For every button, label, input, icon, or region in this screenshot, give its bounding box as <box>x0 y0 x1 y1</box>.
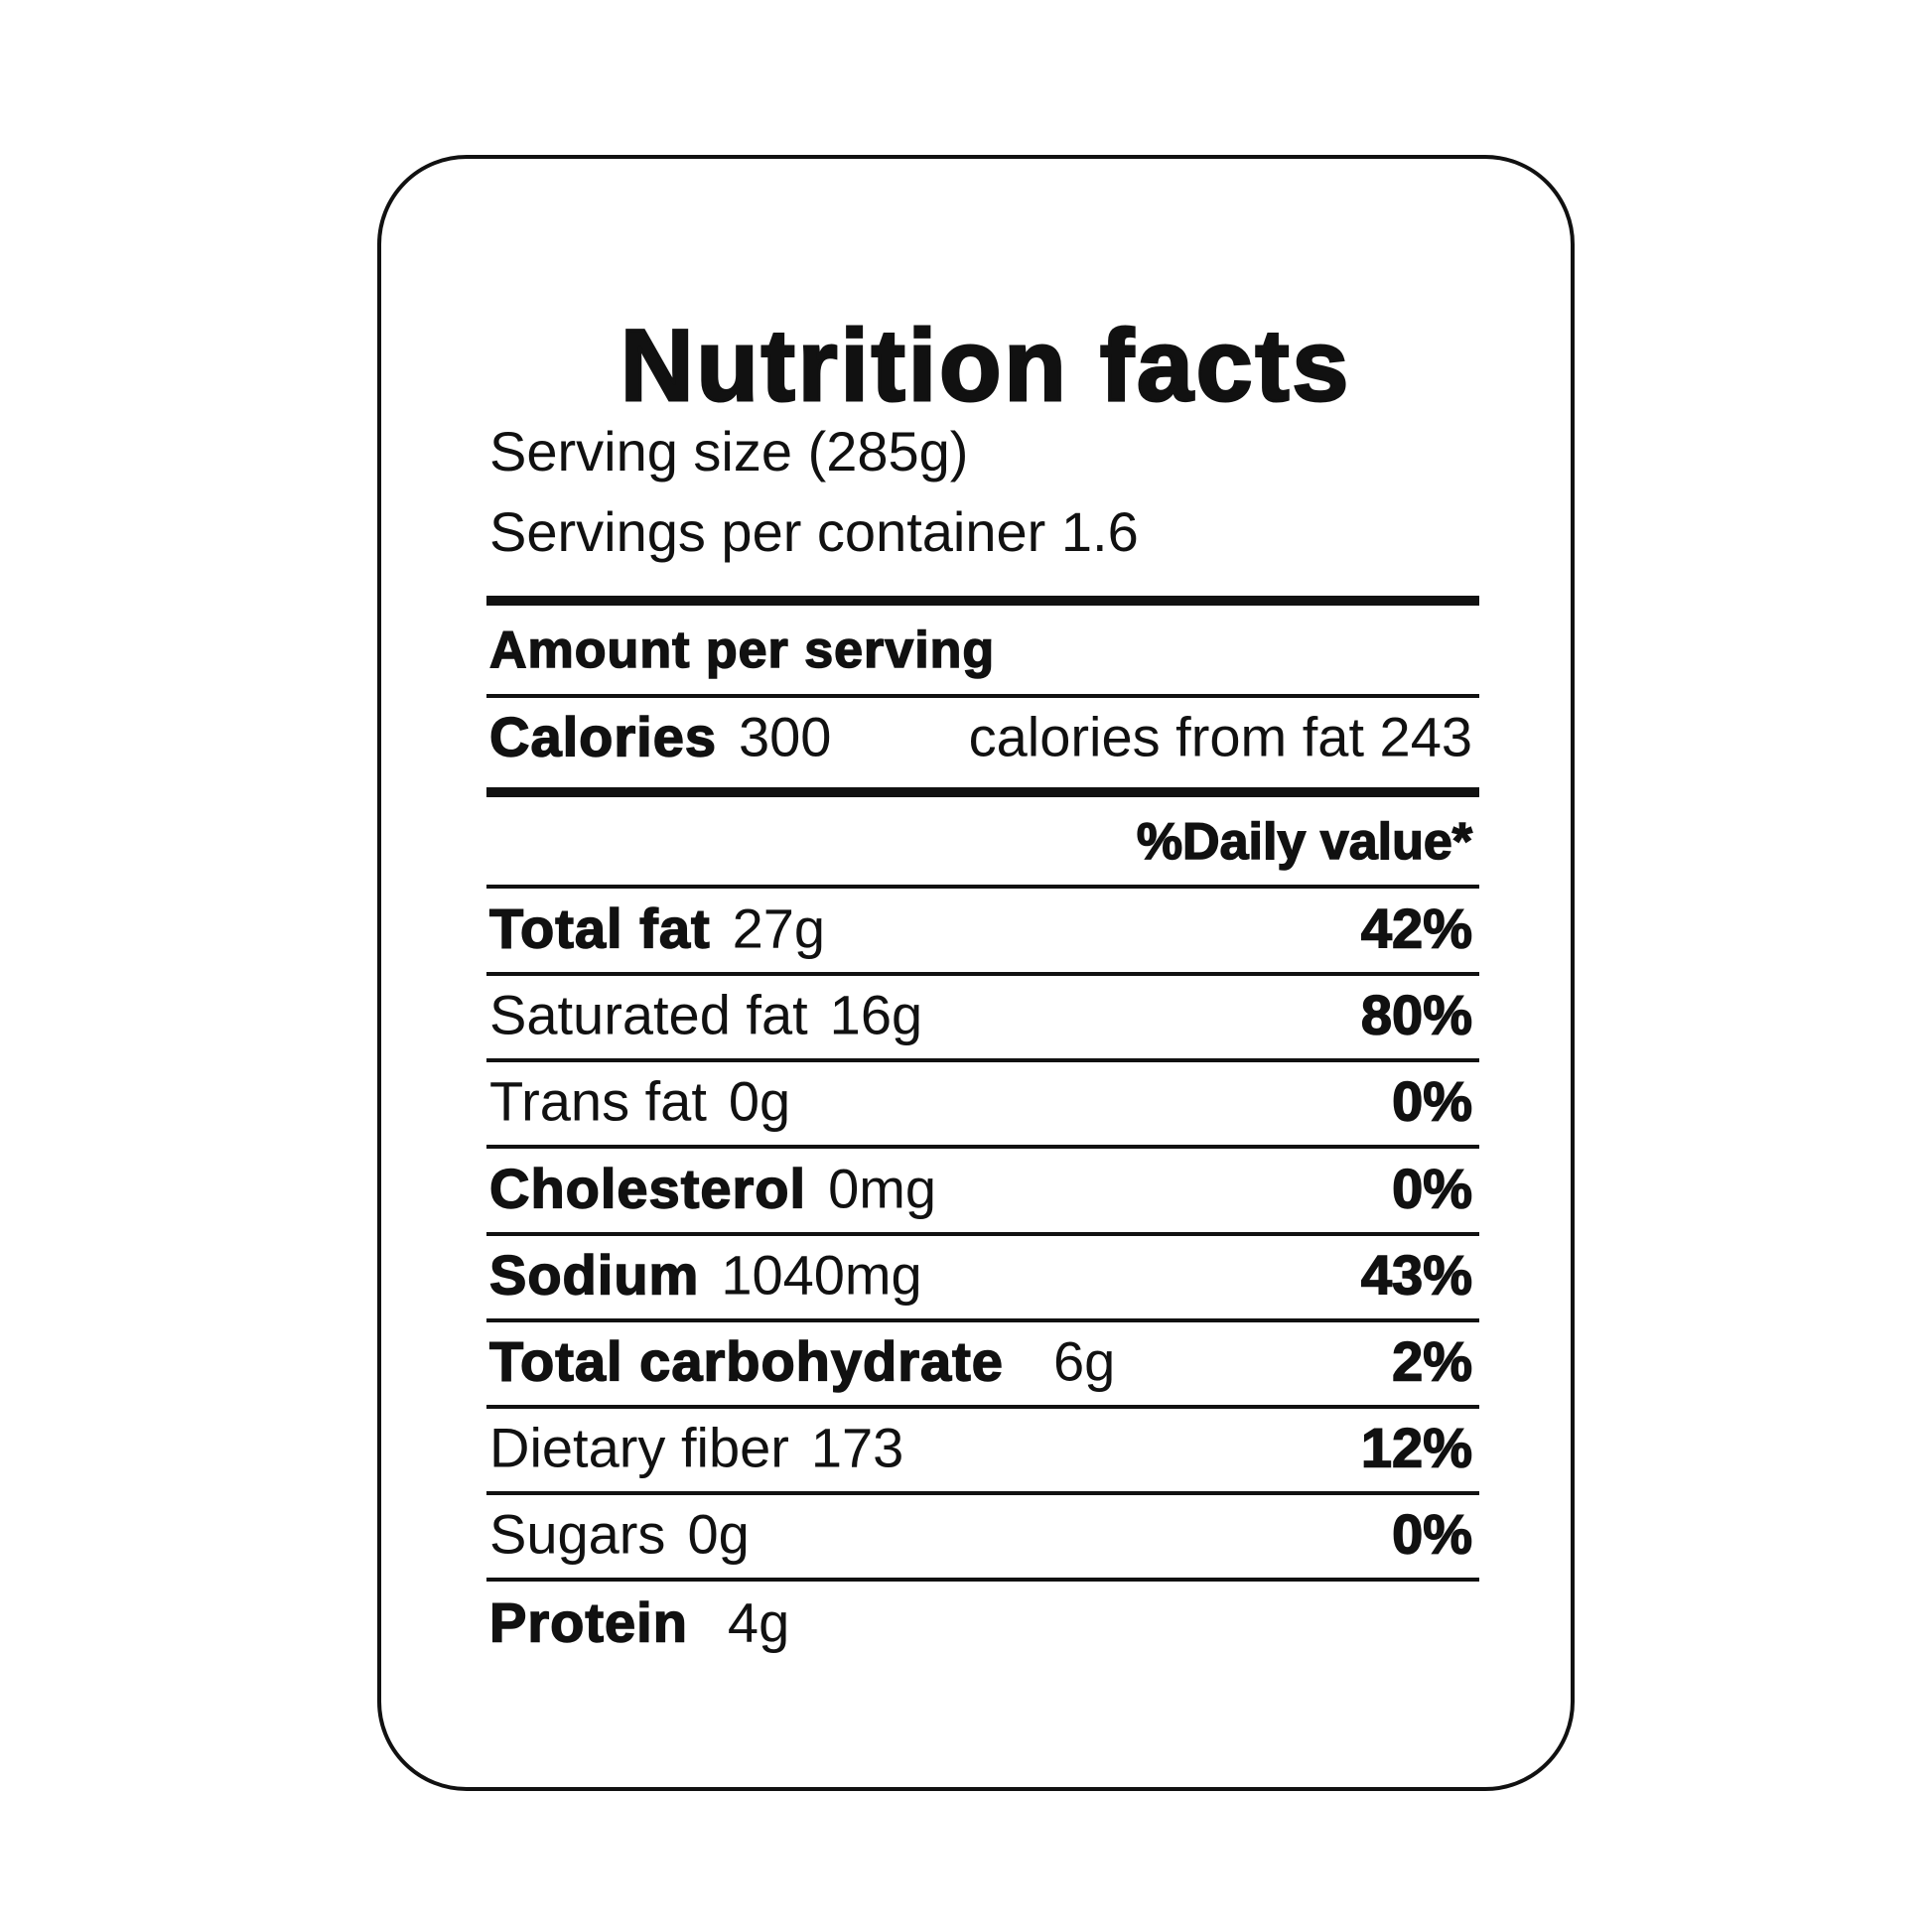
nutrient-amount: 0g <box>728 1069 791 1133</box>
nutrient-row: Sodium 1040mg 43% <box>488 1242 1473 1308</box>
nutrient-percent: 12% <box>1360 1416 1473 1480</box>
daily-value-header: %Daily value* <box>1136 812 1473 872</box>
nutrient-amount: 4g <box>727 1590 790 1654</box>
nutrient-name: Protein <box>488 1590 688 1655</box>
nutrient-percent: 2% <box>1391 1329 1472 1394</box>
nutrient-percent: 0% <box>1391 1502 1472 1567</box>
rule <box>486 1317 1479 1322</box>
nutrient-name: Sugars <box>489 1502 666 1566</box>
nutrient-percent: 80% <box>1360 983 1473 1047</box>
nutrient-row: Sugars 0g 0% <box>489 1502 1473 1567</box>
nutrient-row: Saturated fat 16g 80% <box>489 983 1473 1047</box>
nutrient-amount: 16g <box>829 983 923 1046</box>
nutrient-row: Dietary fiber 173 12% <box>489 1416 1473 1480</box>
rule <box>486 1145 1479 1150</box>
nutrient-name: Trans fat <box>489 1069 707 1133</box>
nutrient-name: Total fat <box>488 897 711 961</box>
nutrient-row: Cholesterol 0mg 0% <box>488 1156 1472 1220</box>
thick-rule <box>486 596 1479 606</box>
nutrient-amount: 0mg <box>828 1157 936 1220</box>
rule <box>486 694 1479 698</box>
servings-per-container: Servings per container 1.6 <box>489 500 1139 563</box>
nutrient-name: Dietary fiber <box>489 1416 789 1479</box>
nutrient-name: Sodium <box>488 1243 700 1308</box>
nutrient-percent: 42% <box>1360 897 1473 961</box>
rule <box>486 1578 1479 1583</box>
calories-value: 300 <box>739 705 832 768</box>
calories-from-fat: calories from fat 243 <box>968 705 1472 768</box>
nutrient-row: Total fat 27g 42% <box>488 897 1473 961</box>
nutrient-name: Saturated fat <box>489 983 808 1046</box>
nutrient-percent: 43% <box>1360 1243 1473 1308</box>
protein-row: Protein 4g <box>488 1590 1472 1655</box>
rule <box>486 885 1479 889</box>
nutrient-amount: 6g <box>1052 1329 1116 1393</box>
nutrient-name: Total carbohydrate <box>488 1329 1004 1394</box>
nutrient-row: Total carbohydrate 6g 2% <box>488 1329 1472 1394</box>
nutrient-amount: 173 <box>810 1416 904 1479</box>
nutrient-name: Cholesterol <box>488 1156 807 1220</box>
daily-value-row: %Daily value* <box>489 812 1473 872</box>
title: Nutrition facts <box>619 309 1352 422</box>
amount-per-serving: Amount per serving <box>488 621 996 679</box>
rule <box>486 1491 1479 1496</box>
rule <box>486 1058 1479 1063</box>
nutrient-amount: 0g <box>687 1502 750 1566</box>
nutrient-percent: 0% <box>1391 1069 1472 1134</box>
nutrient-row: Trans fat 0g 0% <box>489 1069 1473 1134</box>
nutrient-amount: 27g <box>732 897 826 960</box>
calories-label: Calories <box>488 705 717 769</box>
thick-rule <box>486 787 1479 797</box>
nutrient-percent: 0% <box>1391 1156 1472 1220</box>
calories-row: Calories 300 calories from fat 243 <box>488 705 1472 769</box>
nutrient-amount: 1040mg <box>721 1243 922 1307</box>
rule <box>486 972 1479 976</box>
label-border <box>377 155 1575 1791</box>
serving-size: Serving size (285g) <box>489 420 969 483</box>
rule <box>486 1231 1479 1236</box>
rule <box>486 1405 1479 1409</box>
